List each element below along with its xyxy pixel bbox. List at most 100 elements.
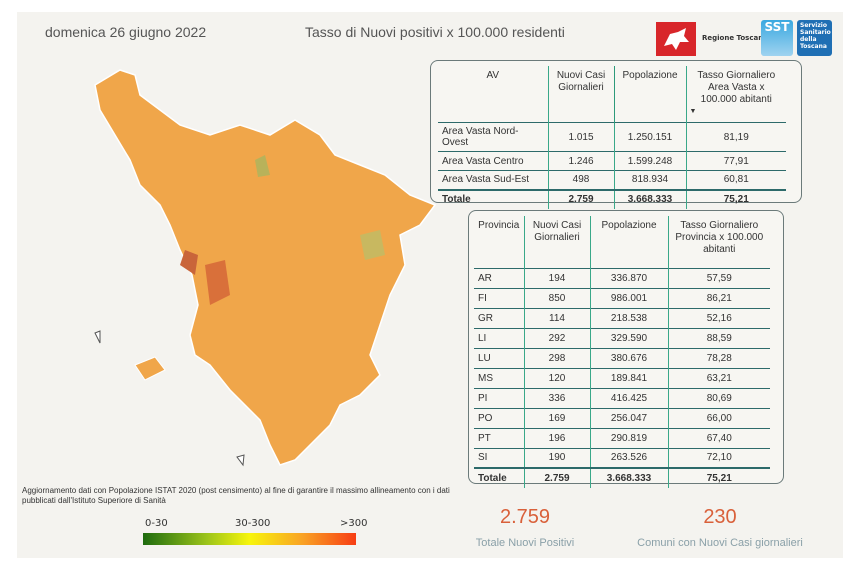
column-header[interactable]: AV (486, 70, 500, 81)
cell: 1.015 (547, 122, 614, 152)
cell: 986.001 (589, 287, 668, 308)
cell: 75,21 (667, 467, 770, 488)
map-region-shape (94, 69, 437, 466)
cell: 2.759 (523, 467, 590, 488)
cell: 298 (523, 347, 590, 368)
cell: 120 (523, 367, 590, 388)
map-hotspot (205, 260, 230, 305)
kpi-label: Totale Nuovi Positivi (475, 537, 575, 549)
cell: Area Vasta Sud-Est (438, 170, 548, 190)
table-row: FI 850 986.001 86,21 (474, 287, 770, 308)
cell: 329.590 (589, 327, 668, 348)
cell: 67,40 (667, 427, 770, 448)
total-row: Totale 2.759 3.668.333 75,21 (438, 188, 786, 209)
column-header[interactable]: Popolazione (613, 66, 686, 123)
cell: 218.538 (589, 307, 668, 328)
area-vasta-table: AV Nuovi Casi Giornalieri Popolazione Ta… (438, 66, 786, 209)
table-row: Area Vasta Nord-Ovest 1.015 1.250.151 81,19 (438, 122, 786, 152)
cell: GR (474, 307, 524, 328)
legend-high-label: >300 (340, 518, 368, 529)
cell: SI (474, 447, 524, 468)
cell: 189.841 (589, 367, 668, 388)
table-row: Area Vasta Sud-Est 498 818.934 60,81 (438, 170, 786, 190)
regione-toscana-logo (656, 22, 696, 56)
table-row: PO 169 256.047 66,00 (474, 407, 770, 428)
kpi-label: Comuni con Nuovi Casi giornalieri (637, 537, 803, 549)
cell: 3.668.333 (613, 188, 686, 209)
column-header[interactable]: Provincia (478, 220, 520, 231)
cell: LI (474, 327, 524, 348)
cell: 1.246 (547, 151, 614, 171)
kpi-value: 2.759 (499, 506, 551, 528)
cell: FI (474, 287, 524, 308)
column-header[interactable]: Nuovi Casi Giornalieri (547, 66, 614, 123)
legend-low-label: 0-30 (145, 518, 168, 529)
column-header[interactable]: Tasso Giornaliero Provincia x 100.000 ab… (667, 216, 770, 268)
cell: 194 (523, 267, 590, 288)
column-header-sorted[interactable]: Tasso Giornaliero Area Vasta x 100.000 a… (685, 66, 786, 123)
cell: PO (474, 407, 524, 428)
regione-toscana-text: Regione Toscana (702, 34, 768, 42)
legend-mid-label: 30-300 (235, 518, 271, 529)
cell: 169 (523, 407, 590, 428)
table-row: Area Vasta Centro 1.246 1.599.248 77,91 (438, 151, 786, 171)
cell: 52,16 (667, 307, 770, 328)
cell: 78,28 (667, 347, 770, 368)
cell: 263.526 (589, 447, 668, 468)
table-row: LI 292 329.590 88,59 (474, 327, 770, 348)
table-row: PI 336 416.425 80,69 (474, 387, 770, 408)
cell: Area Vasta Nord-Ovest (438, 122, 548, 152)
map-island (134, 356, 166, 381)
sst-logo: SST (761, 20, 793, 56)
map-hotspot (180, 250, 198, 275)
cell: 114 (523, 307, 590, 328)
cell: Totale (438, 188, 548, 209)
sort-down-icon: ▼ (689, 108, 697, 115)
table-row: MS 120 189.841 63,21 (474, 367, 770, 388)
sst-logo-text: Servizio Sanitario della Toscana (797, 20, 832, 56)
map-island (236, 454, 245, 467)
cell: 1.599.248 (613, 151, 686, 171)
cell: 850 (523, 287, 590, 308)
cell: 256.047 (589, 407, 668, 428)
cell: AR (474, 267, 524, 288)
cell: 80,69 (667, 387, 770, 408)
total-row: Totale 2.759 3.668.333 75,21 (474, 467, 770, 488)
cell: 63,21 (667, 367, 770, 388)
map-lowspot (255, 155, 270, 177)
column-header[interactable]: Popolazione (589, 216, 668, 268)
tuscany-map[interactable] (80, 65, 440, 475)
cell: 290.819 (589, 427, 668, 448)
cell: Area Vasta Centro (438, 151, 548, 171)
table-row: PT 196 290.819 67,40 (474, 427, 770, 448)
table-row: SI 190 263.526 72,10 (474, 447, 770, 468)
cell: 77,91 (685, 151, 786, 171)
map-lowspot (360, 230, 385, 260)
cell: 86,21 (667, 287, 770, 308)
cell: 57,59 (667, 267, 770, 288)
page-title: Tasso di Nuovi positivi x 100.000 reside… (305, 24, 565, 40)
cell: LU (474, 347, 524, 368)
cell: 380.676 (589, 347, 668, 368)
kpi-municipalities: 230 Comuni con Nuovi Casi giornalieri (620, 506, 820, 549)
cell: 336.870 (589, 267, 668, 288)
table-row: LU 298 380.676 78,28 (474, 347, 770, 368)
cell: MS (474, 367, 524, 388)
cell: 498 (547, 170, 614, 190)
cell: 72,10 (667, 447, 770, 468)
cell: 81,19 (685, 122, 786, 152)
cell: 2.759 (547, 188, 614, 209)
cell: 66,00 (667, 407, 770, 428)
province-table: Provincia Nuovi Casi Giornalieri Popolaz… (474, 216, 770, 488)
column-header[interactable]: Nuovi Casi Giornalieri (523, 216, 590, 268)
table-row: AR 194 336.870 57,59 (474, 267, 770, 288)
cell: 416.425 (589, 387, 668, 408)
cell: 336 (523, 387, 590, 408)
kpi-value: 230 (703, 506, 737, 528)
cell: 75,21 (685, 188, 786, 209)
cell: 3.668.333 (589, 467, 668, 488)
cell: 292 (523, 327, 590, 348)
cell: PT (474, 427, 524, 448)
cell: Totale (474, 467, 524, 488)
report-date: domenica 26 giugno 2022 (45, 24, 207, 40)
